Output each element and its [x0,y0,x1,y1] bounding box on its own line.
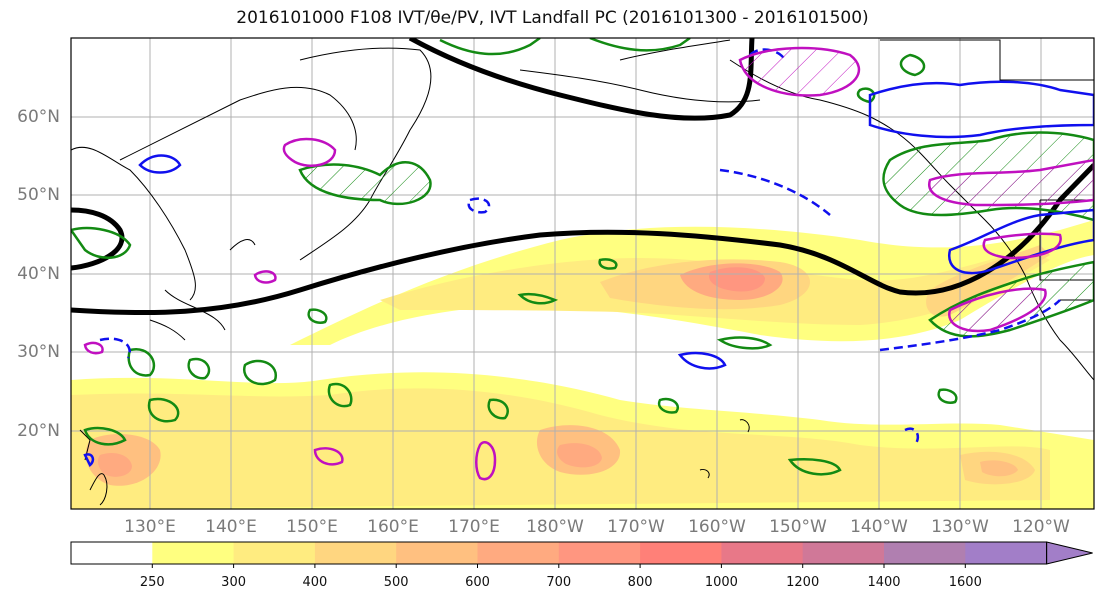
colorbar-tick-label: 250 [139,575,165,590]
colorbar [70,541,1093,568]
colorbar-tick-label: 1600 [948,575,982,590]
lon-label-160w: 160°W [688,517,746,537]
colorbar-segment [477,542,560,564]
lon-label-150e: 150°E [286,517,338,537]
colorbar-segment [152,542,235,564]
colorbar-tick-label: 1000 [704,575,738,590]
colorbar-segment [396,542,478,564]
colorbar-segment [233,542,316,564]
ivt-shading [71,220,1094,509]
lat-label-60n: 60°N [17,107,60,127]
colorbar-tick-label: 500 [383,575,409,590]
colorbar-segment [884,542,966,564]
map-title: 2016101000 F108 IVT/θe/PV, IVT Landfall … [236,8,869,28]
colorbar-tick-label: 1200 [786,575,820,590]
lon-label-150w: 150°W [769,517,827,537]
lat-label-20n: 20°N [17,421,60,441]
lon-label-160e: 160°E [367,517,419,537]
theta-e-contours [71,38,1094,316]
lon-label-140w: 140°W [850,517,908,537]
contours-magenta [83,46,1094,481]
lon-label-140e: 140°E [205,517,257,537]
map-frame [70,37,1095,510]
colorbar-segment [71,542,153,564]
colorbar-tick-label: 400 [302,575,328,590]
colorbar-tick-label: 300 [221,575,246,590]
colorbar-segment [640,542,722,564]
lat-label-30n: 30°N [17,342,60,362]
colorbar-segment [802,542,885,564]
lon-label-130e: 130°E [124,517,176,537]
lon-label-170w: 170°W [607,517,665,537]
map-area [71,38,1094,509]
colorbar-segment [721,542,804,564]
lon-label-130w: 130°W [931,517,989,537]
graticule [71,38,1094,509]
colorbar-segment [965,542,1048,564]
lon-label-170e: 170°E [448,517,500,537]
colorbar-segment [558,542,641,564]
lat-label-40n: 40°N [17,264,60,284]
lat-label-50n: 50°N [17,185,60,205]
colorbar-tick-label: 700 [546,575,572,590]
colorbar-extend-arrow [1046,541,1093,565]
colorbar-tick-label: 600 [465,575,490,590]
colorbar-segment [314,542,397,564]
lon-label-180w: 180°W [526,517,584,537]
colorbar-tick-label: 1400 [867,575,901,590]
lon-label-120w: 120°W [1012,517,1070,537]
colorbar-tick-label: 800 [627,575,653,590]
